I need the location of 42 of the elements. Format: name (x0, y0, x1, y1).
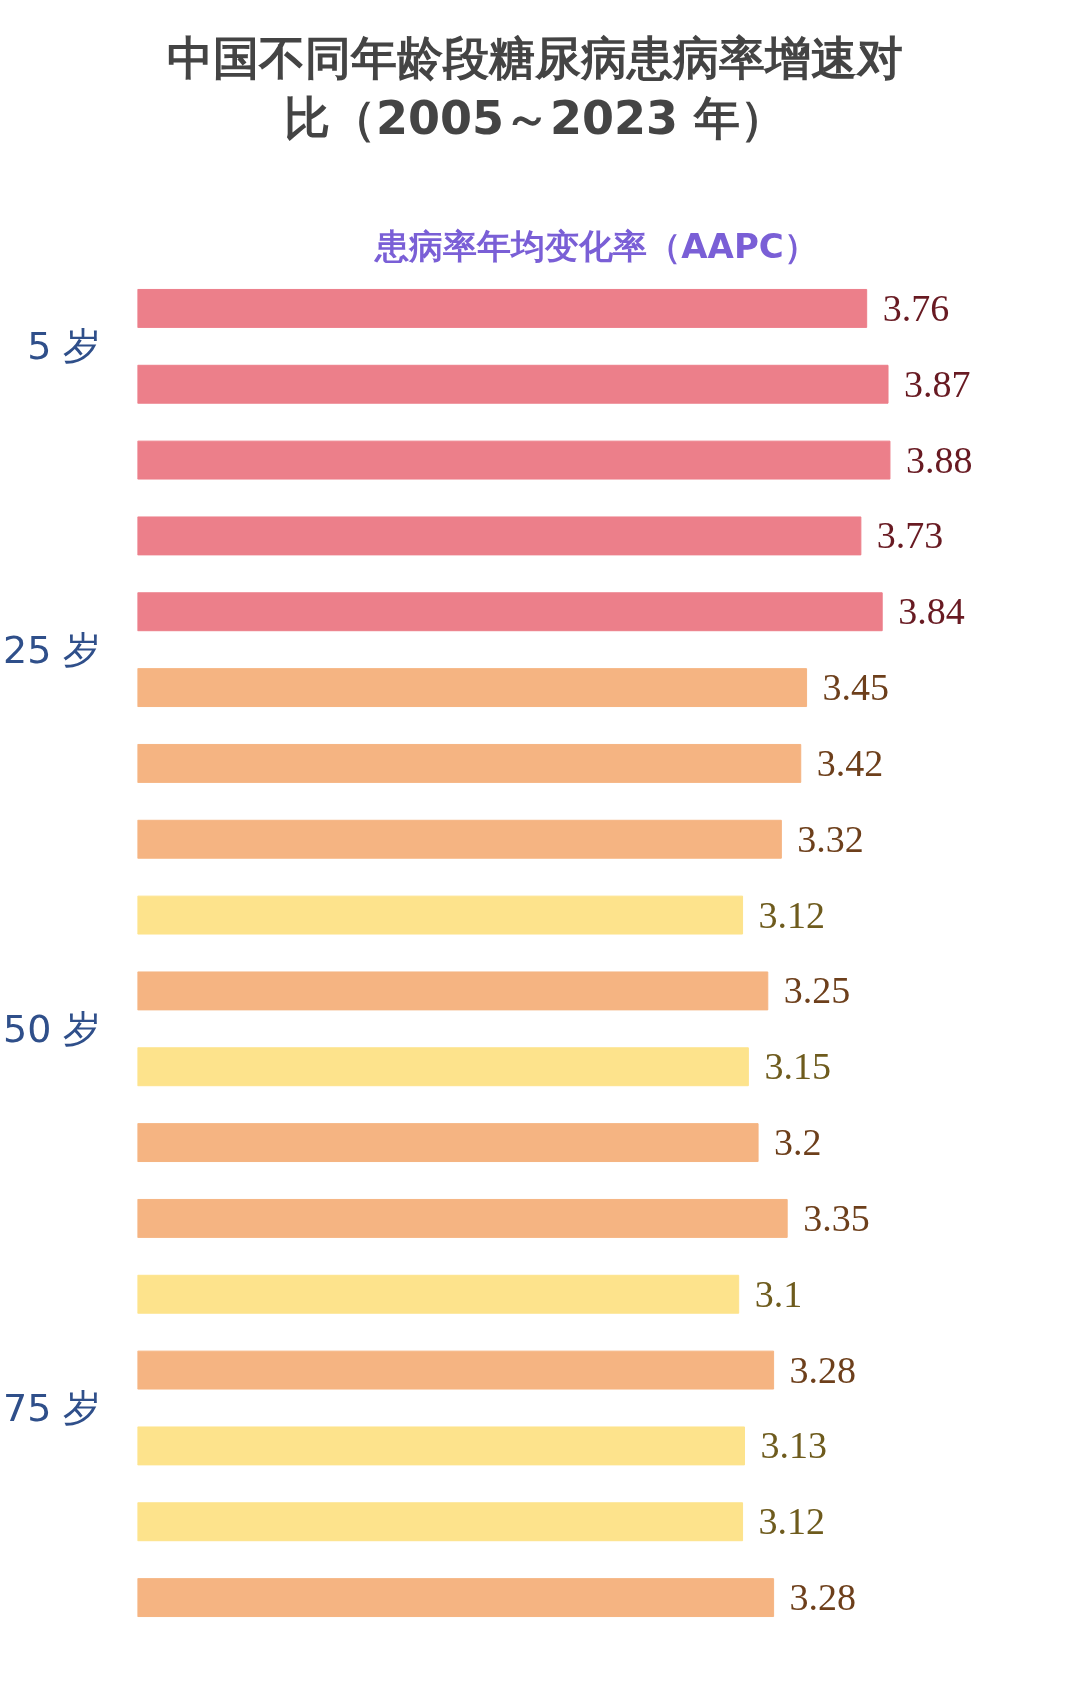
data-label: 3.1 (754, 1272, 803, 1315)
data-label: 3.88 (905, 438, 973, 481)
bar (137, 971, 769, 1011)
bar (137, 1198, 788, 1238)
data-label: 3.73 (876, 514, 944, 557)
data-label: 3.76 (882, 286, 950, 329)
bar (137, 516, 862, 556)
data-label: 3.32 (797, 817, 864, 860)
data-label: 3.12 (758, 893, 826, 936)
x-axis-title: 患病率年均变化率（AAPC） (373, 225, 818, 266)
data-label: 3.35 (803, 1196, 870, 1239)
data-label: 3.25 (783, 969, 851, 1012)
data-label: 3.42 (816, 741, 884, 784)
bar (137, 1502, 744, 1542)
data-label: 3.13 (760, 1424, 828, 1467)
text: 5 岁 (27, 324, 102, 369)
bar (137, 1426, 746, 1466)
text: 50 岁 (3, 1006, 102, 1051)
data-label: 3.28 (789, 1576, 857, 1619)
bar (137, 364, 889, 404)
chart-title: 中国不同年龄段糖尿病患病率增速对比（2005～2023 年） (166, 30, 904, 147)
bar (137, 1123, 759, 1163)
data-label: 3.28 (789, 1348, 857, 1391)
text: 75 岁 (3, 1386, 102, 1430)
bar (137, 1578, 775, 1618)
data-label: 3.84 (898, 590, 965, 633)
bar (137, 668, 808, 708)
data-label: 3.45 (822, 666, 890, 709)
bar (137, 592, 883, 632)
text: 25 岁 (3, 627, 102, 672)
bar (137, 440, 891, 480)
data-label: 3.2 (774, 1121, 822, 1164)
data-label: 3.15 (764, 1045, 831, 1088)
bar (137, 1350, 775, 1390)
bar (137, 1047, 749, 1087)
data-label: 3.87 (904, 362, 971, 405)
bar (137, 895, 744, 935)
bar (137, 288, 868, 328)
bar (137, 1274, 740, 1314)
bar (137, 819, 782, 859)
bar (137, 743, 802, 783)
data-label: 3.12 (758, 1500, 826, 1543)
